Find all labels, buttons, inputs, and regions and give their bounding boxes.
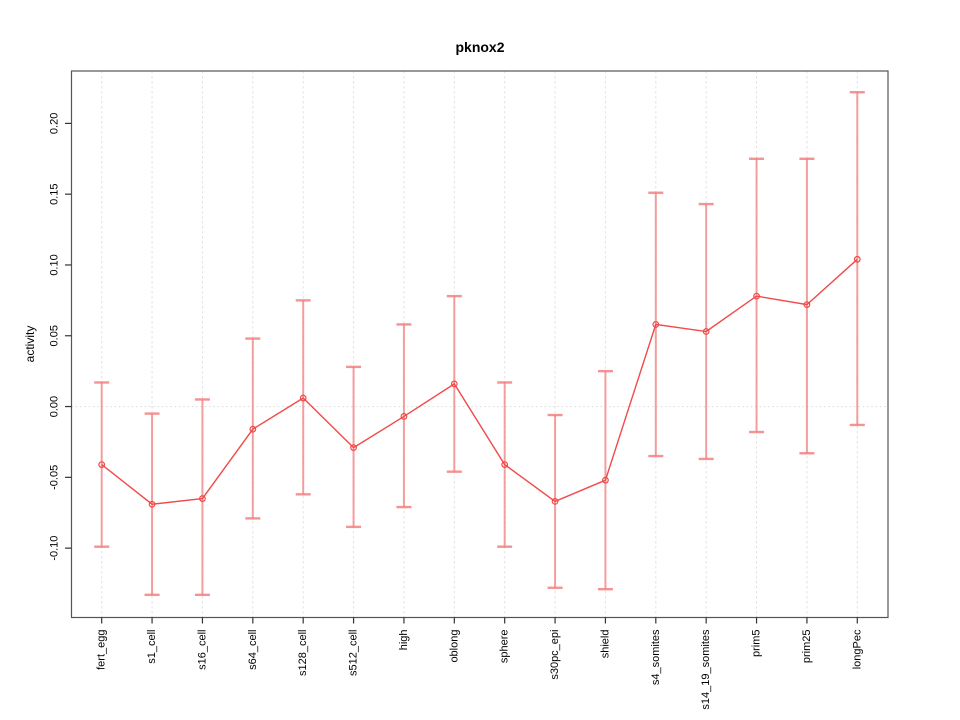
- y-tick-labels: -0.10 -0.05 0.00 0.05 0.10 0.15 0.20: [49, 113, 61, 561]
- data-point-marker: [853, 255, 861, 263]
- y-tick-label: -0.10: [49, 536, 61, 561]
- x-gridlines: [101, 71, 858, 618]
- series-line: [101, 258, 858, 505]
- data-point-marker: [652, 321, 660, 328]
- x-tick-label: s16_cell: [196, 630, 208, 670]
- data-point-marker: [450, 380, 458, 388]
- y-tick-label: 0.05: [49, 325, 61, 346]
- x-tick-label: s4_somites: [650, 629, 662, 685]
- x-tick-label: s14_19_somites: [700, 629, 712, 710]
- data-point-marker: [602, 476, 609, 484]
- x-tick-label: s64_cell: [247, 630, 259, 670]
- x-tick-label: fert_egg: [96, 630, 108, 670]
- y-tick-label: 0.10: [49, 254, 61, 275]
- data-point-marker: [551, 498, 559, 505]
- data-point-marker: [400, 413, 408, 420]
- data-point-marker: [350, 444, 357, 452]
- series-line-path: [101, 258, 858, 505]
- plot-frame-rect: [70, 70, 889, 619]
- x-tick-label: prim5: [751, 630, 763, 658]
- data-point-marker: [702, 328, 710, 335]
- x-tick-labels: fert_egg s1_cell s16_cell s64_cell s128_cell…: [96, 629, 864, 710]
- data-point-marker: [803, 301, 811, 309]
- y-axis-label: activity: [23, 325, 37, 363]
- y-tick-label: 0.15: [49, 183, 61, 204]
- error-bars: [94, 91, 865, 597]
- plot-frame: [70, 70, 889, 619]
- data-point-marker: [98, 461, 106, 468]
- x-tick-label: longPec: [851, 629, 863, 669]
- data-point-marker: [199, 495, 206, 502]
- chart-title: pknox2: [455, 39, 505, 55]
- x-tick-label: s512_cell: [348, 630, 360, 676]
- data-points: [98, 255, 861, 508]
- data-point-marker: [148, 500, 156, 508]
- data-point-marker: [249, 425, 257, 433]
- data-point-marker: [501, 461, 509, 468]
- x-tick-label: oblong: [448, 630, 460, 663]
- y-tick-label: 0.20: [49, 113, 61, 134]
- x-tick-label: s1_cell: [146, 630, 158, 664]
- x-tick-label: s30pc_epi: [549, 630, 561, 680]
- y-axis-ticks: [65, 122, 72, 549]
- x-tick-label: s128_cell: [297, 630, 309, 676]
- y-tick-label: 0.00: [49, 396, 61, 417]
- y-tick-label: -0.05: [49, 465, 61, 490]
- x-tick-label: sphere: [499, 630, 511, 664]
- x-tick-label: high: [398, 630, 410, 651]
- x-tick-label: prim25: [801, 630, 813, 664]
- x-tick-label: shield: [599, 630, 611, 659]
- x-axis-ticks: [101, 617, 858, 624]
- data-point-marker: [299, 394, 307, 402]
- data-point-marker: [753, 292, 760, 300]
